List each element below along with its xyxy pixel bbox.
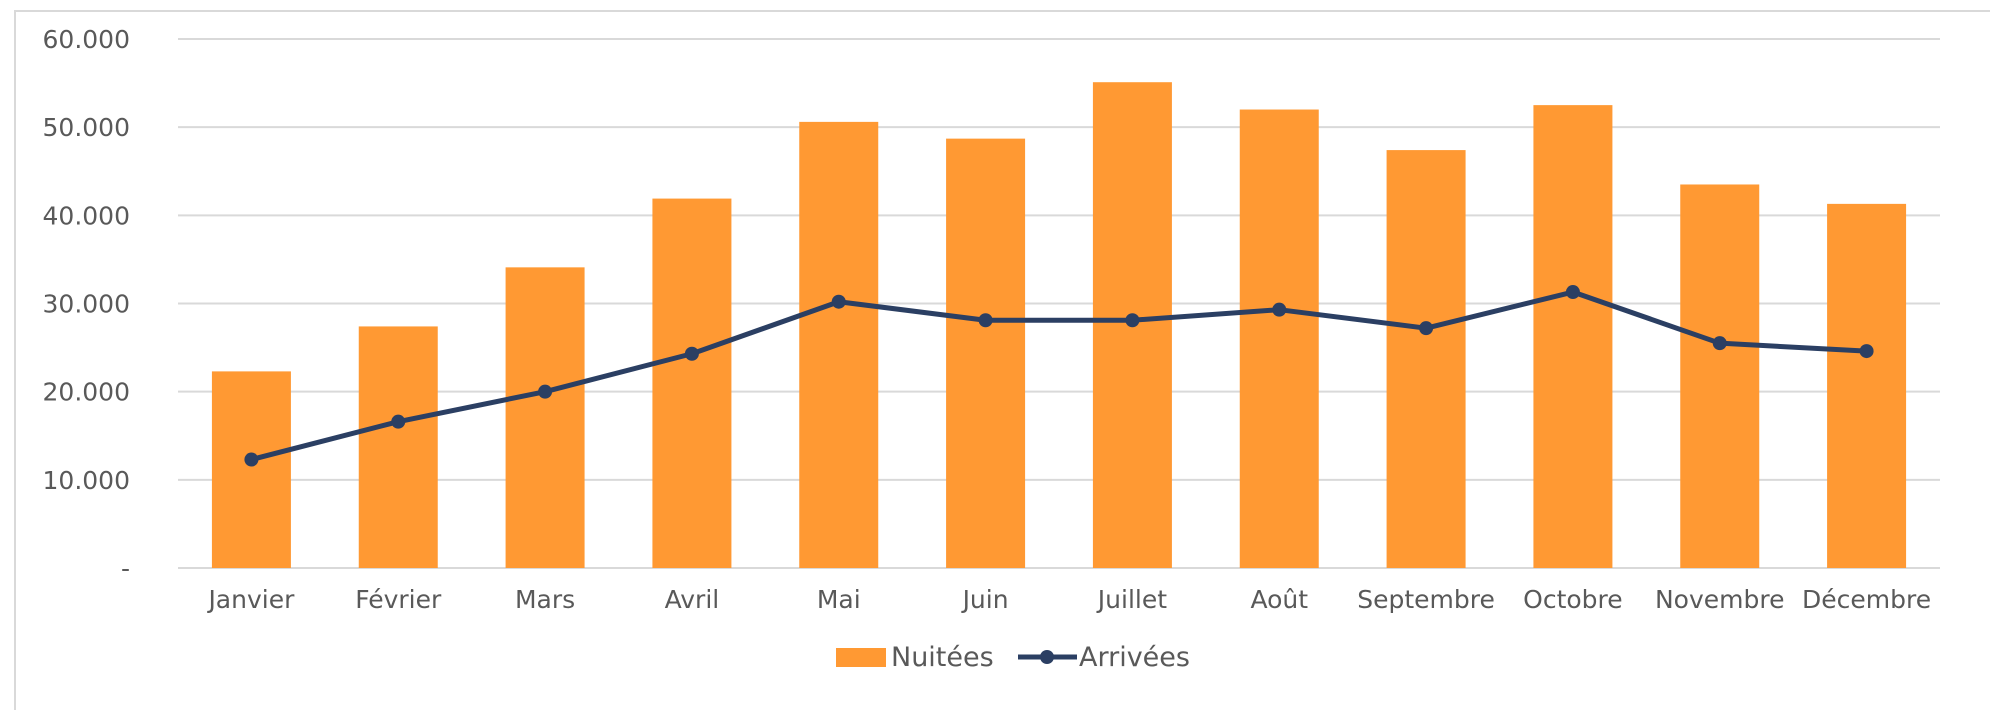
line-point [538, 384, 553, 399]
series-line [250, 289, 1867, 462]
bar [799, 121, 879, 569]
legend-marker-arrivees [1040, 650, 1054, 664]
y-tick-label: 40.000 [43, 201, 130, 230]
bar [211, 371, 291, 568]
x-tick-label: Août [1250, 585, 1308, 614]
bar [652, 198, 732, 568]
bar [1680, 184, 1760, 568]
bar [1533, 105, 1613, 568]
bar [505, 267, 585, 568]
x-axis-ticks: Janvier Février Mars Avril Mai Juin Juillet Aoû… [206, 585, 1931, 614]
x-tick-label: Novembre [1655, 585, 1785, 614]
chart-frame [14, 10, 1990, 710]
bar [946, 138, 1026, 568]
x-tick-label: Avril [665, 585, 720, 614]
line-point [684, 346, 699, 361]
x-tick-label: Décembre [1802, 585, 1931, 614]
legend-swatch-nuitees [836, 648, 886, 667]
x-tick-label: Juin [961, 585, 1009, 614]
y-tick-label: 50.000 [43, 113, 130, 142]
x-tick-label: Septembre [1357, 585, 1495, 614]
x-tick-label: Mai [817, 585, 861, 614]
y-axis-ticks: - 10.000 20.000 30.000 40.000 50.000 60.000 [43, 25, 130, 583]
chart-svg: - 10.000 20.000 30.000 40.000 50.000 60.000 Ja… [43, 25, 1940, 673]
bar [358, 326, 438, 568]
line-point [391, 414, 406, 429]
y-tick-label: - [121, 554, 130, 583]
x-tick-label: Février [355, 585, 442, 614]
legend-label-arrivees: Arrivées [1079, 642, 1190, 673]
bar [1386, 150, 1466, 568]
line-point [1565, 285, 1580, 300]
line-point [1272, 302, 1287, 317]
line-series-arrivees [244, 285, 1874, 467]
gridlines [178, 38, 1940, 569]
x-tick-label: Octobre [1523, 585, 1623, 614]
y-tick-label: 20.000 [43, 378, 130, 407]
y-tick-label: 30.000 [43, 290, 130, 319]
y-tick-label: 10.000 [43, 466, 130, 495]
x-tick-label: Janvier [206, 585, 295, 614]
legend: Nuitées Arrivées [836, 642, 1190, 673]
legend-label-nuitees: Nuitées [891, 642, 994, 673]
line-point [978, 313, 993, 328]
bar-series-nuitees [211, 82, 1907, 569]
bar [1239, 109, 1319, 569]
line-point [831, 294, 846, 309]
bar [1827, 203, 1907, 568]
y-tick-label: 60.000 [43, 25, 130, 54]
line-point [1125, 313, 1140, 328]
line-point [244, 452, 259, 467]
line-point [1712, 336, 1727, 351]
x-tick-label: Mars [515, 585, 575, 614]
x-tick-label: Juillet [1096, 585, 1167, 614]
line-point [1419, 321, 1434, 336]
line-point [1859, 344, 1874, 359]
